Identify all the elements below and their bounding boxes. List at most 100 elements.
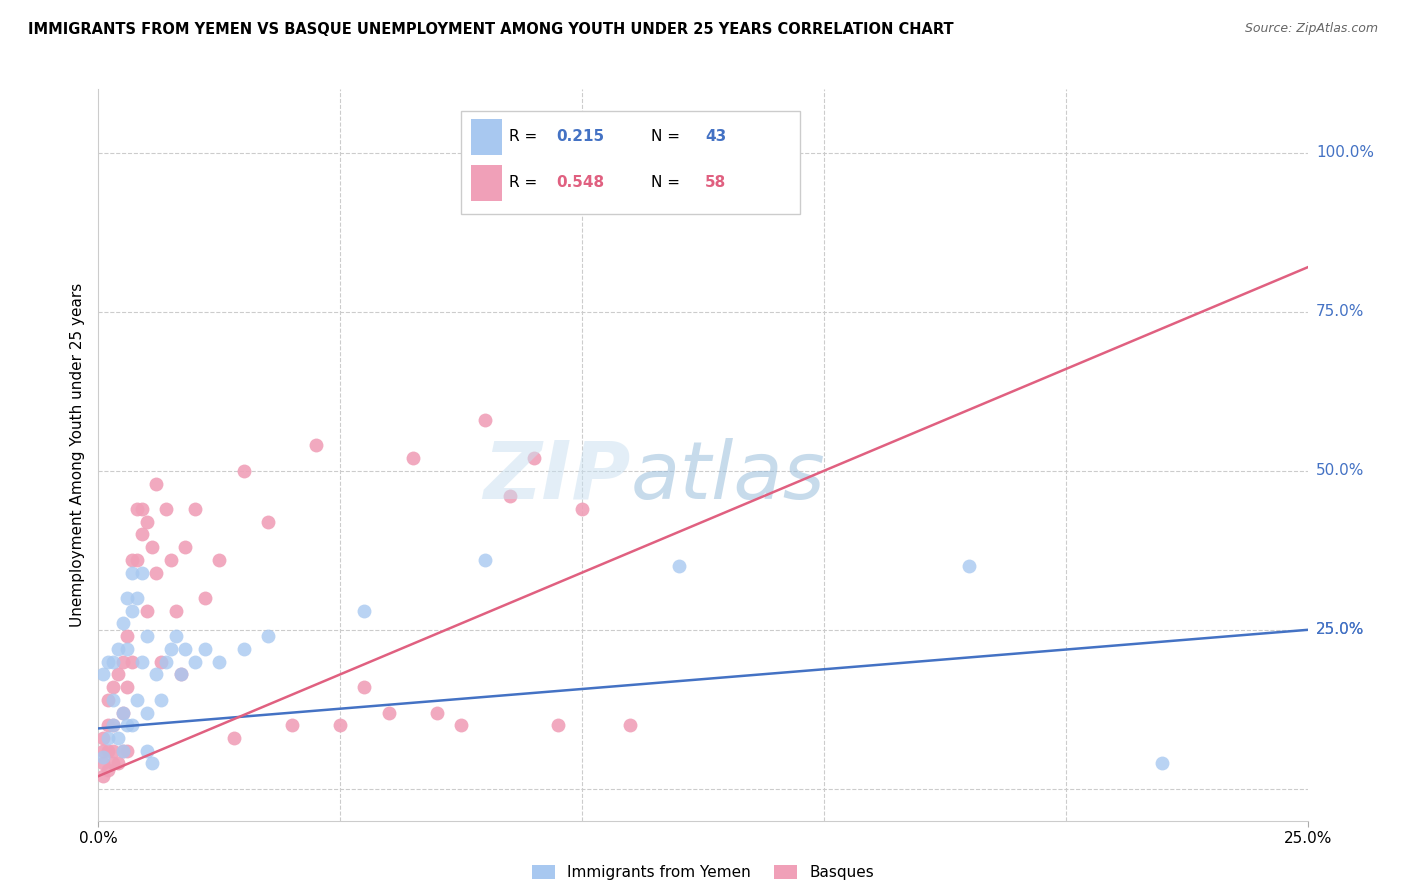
Point — [194, 641, 217, 656]
Point — [145, 476, 167, 491]
Point — [127, 553, 149, 567]
Point — [91, 756, 114, 771]
Point — [377, 706, 399, 720]
Point — [111, 706, 134, 720]
Point — [353, 604, 375, 618]
Point — [232, 641, 254, 656]
Point — [135, 604, 157, 618]
Point — [111, 706, 134, 720]
Text: Source: ZipAtlas.com: Source: ZipAtlas.com — [1244, 22, 1378, 36]
Point — [305, 438, 328, 452]
Point — [111, 655, 134, 669]
Point — [141, 756, 163, 771]
Point — [426, 706, 449, 720]
Point — [150, 693, 173, 707]
Point — [91, 731, 114, 745]
Point — [117, 629, 139, 643]
Point — [256, 629, 278, 643]
Point — [117, 718, 139, 732]
Point — [101, 756, 124, 771]
Point — [135, 515, 157, 529]
Point — [169, 667, 191, 681]
Point — [256, 515, 278, 529]
Point — [101, 718, 124, 732]
Point — [547, 145, 569, 160]
Text: 75.0%: 75.0% — [1316, 304, 1364, 319]
Point — [91, 744, 114, 758]
Point — [107, 641, 129, 656]
Point — [117, 591, 139, 605]
Point — [141, 540, 163, 554]
Point — [155, 502, 177, 516]
Point — [160, 553, 183, 567]
Point — [547, 718, 569, 732]
Point — [1152, 756, 1174, 771]
Text: ZIP: ZIP — [484, 438, 630, 516]
Point — [160, 641, 183, 656]
Text: IMMIGRANTS FROM YEMEN VS BASQUE UNEMPLOYMENT AMONG YOUTH UNDER 25 YEARS CORRELAT: IMMIGRANTS FROM YEMEN VS BASQUE UNEMPLOY… — [28, 22, 953, 37]
Point — [135, 629, 157, 643]
Point — [127, 693, 149, 707]
Point — [97, 731, 120, 745]
Point — [101, 744, 124, 758]
Point — [97, 693, 120, 707]
Point — [184, 655, 207, 669]
Text: 25.0%: 25.0% — [1316, 623, 1364, 637]
Point — [107, 667, 129, 681]
Text: 25.0%: 25.0% — [1316, 623, 1364, 637]
Point — [127, 502, 149, 516]
Point — [111, 616, 134, 631]
Point — [329, 718, 352, 732]
Point — [281, 718, 304, 732]
Point — [121, 566, 143, 580]
Point — [498, 489, 520, 503]
Point — [91, 769, 114, 783]
Y-axis label: Unemployment Among Youth under 25 years: Unemployment Among Youth under 25 years — [70, 283, 86, 627]
Point — [523, 451, 546, 466]
Point — [165, 629, 187, 643]
Point — [571, 502, 593, 516]
Point — [135, 744, 157, 758]
Text: atlas: atlas — [630, 438, 825, 516]
Point — [121, 553, 143, 567]
Point — [619, 718, 641, 732]
Point — [208, 553, 231, 567]
Point — [117, 641, 139, 656]
Point — [208, 655, 231, 669]
Point — [194, 591, 217, 605]
Point — [111, 744, 134, 758]
Point — [174, 641, 197, 656]
Point — [135, 706, 157, 720]
Point — [101, 693, 124, 707]
Text: 50.0%: 50.0% — [1316, 463, 1364, 478]
Point — [97, 655, 120, 669]
Point — [450, 718, 472, 732]
Point — [174, 540, 197, 554]
Point — [91, 750, 114, 764]
Point — [222, 731, 245, 745]
Point — [131, 527, 153, 541]
Point — [97, 718, 120, 732]
Point — [668, 559, 690, 574]
Point — [145, 667, 167, 681]
Legend: Immigrants from Yemen, Basques: Immigrants from Yemen, Basques — [531, 865, 875, 880]
Point — [107, 731, 129, 745]
Point — [184, 502, 207, 516]
Point — [131, 502, 153, 516]
Point — [121, 604, 143, 618]
Point — [101, 655, 124, 669]
Point — [111, 744, 134, 758]
Point — [145, 566, 167, 580]
Point — [91, 667, 114, 681]
Point — [169, 667, 191, 681]
Point — [474, 553, 496, 567]
Point — [131, 655, 153, 669]
Point — [121, 718, 143, 732]
Point — [127, 591, 149, 605]
Point — [97, 763, 120, 777]
Point — [117, 744, 139, 758]
Point — [957, 559, 980, 574]
Point — [353, 680, 375, 694]
Point — [97, 744, 120, 758]
Point — [402, 451, 425, 466]
